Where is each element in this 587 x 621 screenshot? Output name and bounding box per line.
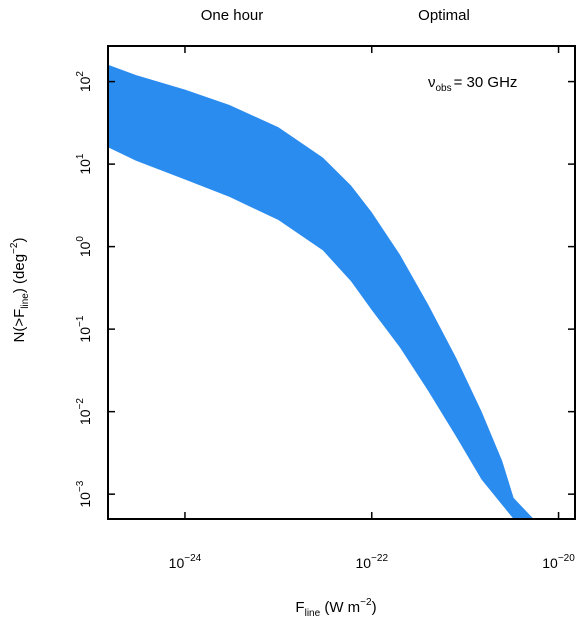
y-axis-label: N(>Fline) (deg−2) — [9, 238, 31, 343]
y-tick-label: 100 — [75, 236, 93, 258]
plot-frame — [107, 45, 576, 520]
top-labels: One hour Optimal — [201, 7, 470, 24]
svg-text:Fline (W m−2): Fline (W m−2) — [295, 597, 376, 619]
x-ticks: 10−24 10−22 10−20 — [169, 46, 575, 571]
y-tick-label: 10−1 — [75, 315, 93, 342]
annotation-text: = 30 GHz — [454, 74, 518, 91]
y-tick-label: 102 — [75, 71, 93, 93]
band-area — [108, 64, 534, 520]
y-ticks: 10−3 10−2 10−1 100 101 102 — [75, 71, 575, 508]
svg-text:νobs= 30 GHz: νobs = 30 GHz — [428, 74, 517, 94]
annotation-frequency: νobs = 30 GHz — [428, 74, 517, 94]
annotation-symbol: ν — [428, 74, 436, 91]
plot-area: 10−24 10−22 10−20 10−3 10−2 10−1 100 101 102 — [75, 45, 576, 571]
svg-text:N(>Fline) (deg−2): N(>Fline) (deg−2) — [9, 238, 31, 343]
x-tick-label: 10−20 — [542, 553, 575, 571]
y-tick-label: 10−3 — [75, 480, 93, 507]
x-axis-label: Fline (W m−2) — [295, 597, 376, 619]
y-tick-label: 101 — [75, 153, 93, 175]
annotation-sub: obs — [436, 83, 452, 94]
y-tick-label: 10−2 — [75, 398, 93, 425]
top-label-optimal: Optimal — [418, 7, 470, 24]
x-tick-label: 10−22 — [355, 553, 388, 571]
top-label-one-hour: One hour — [201, 7, 264, 24]
x-tick-label: 10−24 — [169, 553, 202, 571]
